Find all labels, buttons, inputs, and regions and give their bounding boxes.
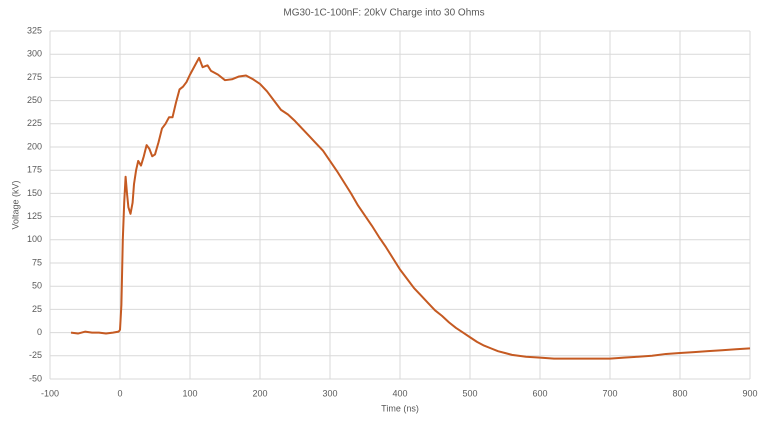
y-tick-label: 125 (27, 211, 42, 221)
x-tick-label: 300 (322, 388, 337, 398)
y-axis-label: Voltage (kV) (10, 180, 20, 229)
x-axis-label: Time (ns) (381, 403, 419, 413)
x-tick-label: 900 (742, 388, 757, 398)
x-tick-label: 600 (532, 388, 547, 398)
y-tick-label: 175 (27, 165, 42, 175)
x-tick-label: 100 (182, 388, 197, 398)
x-tick-label: 0 (117, 388, 122, 398)
data-line (70, 56, 751, 360)
y-tick-label: 225 (27, 118, 42, 128)
y-tick-label: 100 (27, 234, 42, 244)
y-tick-label: 50 (32, 281, 42, 291)
y-tick-label: 250 (27, 95, 42, 105)
x-tick-label: -100 (41, 388, 59, 398)
x-tick-label: 200 (252, 388, 267, 398)
y-tick-label: -50 (29, 373, 42, 383)
y-tick-label: 325 (27, 25, 42, 35)
y-tick-label: 275 (27, 72, 42, 82)
y-tick-label: -25 (29, 350, 42, 360)
x-tick-label: 500 (462, 388, 477, 398)
y-tick-label: 75 (32, 257, 42, 267)
y-tick-label: 200 (27, 141, 42, 151)
y-tick-label: 150 (27, 188, 42, 198)
chart-title: MG30-1C-100nF: 20kV Charge into 30 Ohms (283, 8, 484, 19)
x-tick-label: 400 (392, 388, 407, 398)
y-tick-label: 25 (32, 304, 42, 314)
x-tick-label: 700 (602, 388, 617, 398)
y-tick-label: 300 (27, 49, 42, 59)
x-tick-label: 800 (672, 388, 687, 398)
y-tick-label: 0 (37, 327, 42, 337)
